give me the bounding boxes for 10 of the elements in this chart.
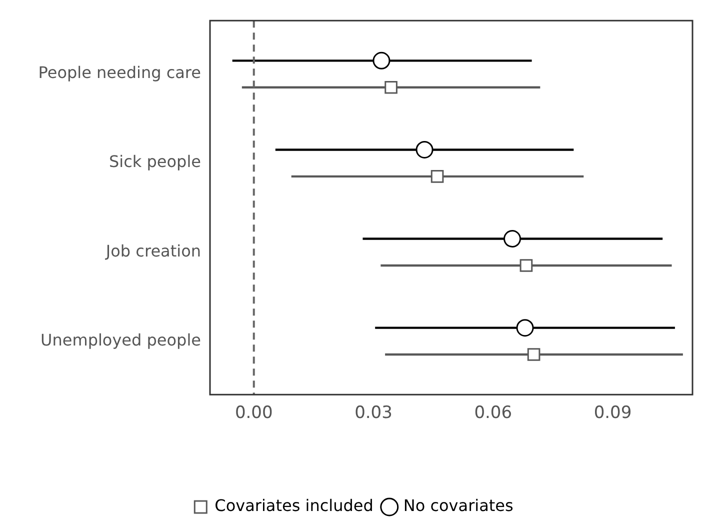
y-tick-label: Unemployed people — [40, 330, 201, 350]
legend-label: Covariates included — [214, 496, 374, 516]
x-tick-label: 0.03 — [354, 403, 392, 424]
y-tick-label: Job creation — [104, 241, 201, 260]
x-tick-label: 0.00 — [234, 403, 273, 424]
x-tick-label: 0.06 — [474, 403, 512, 424]
legend-label: No covariates — [403, 496, 514, 516]
y-tick-label: People needing care — [38, 63, 201, 82]
x-tick-label: 0.09 — [594, 403, 632, 424]
y-tick-label: Sick people — [109, 152, 201, 172]
